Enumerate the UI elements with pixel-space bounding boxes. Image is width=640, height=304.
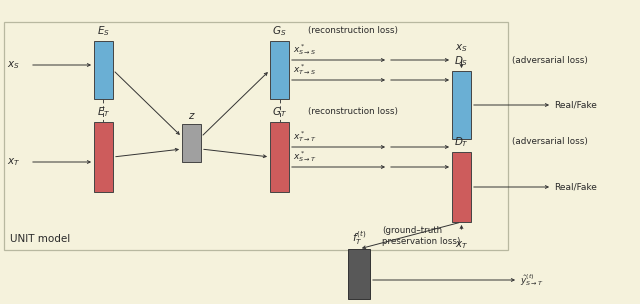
- Text: $x^*_{T\rightarrow T}$: $x^*_{T\rightarrow T}$: [293, 129, 316, 144]
- Text: $G_S$: $G_S$: [272, 24, 287, 38]
- Text: (reconstruction loss): (reconstruction loss): [308, 26, 398, 35]
- FancyBboxPatch shape: [94, 41, 113, 99]
- Text: $x_T$: $x_T$: [7, 156, 20, 168]
- FancyBboxPatch shape: [94, 122, 113, 192]
- FancyBboxPatch shape: [182, 124, 201, 162]
- FancyBboxPatch shape: [270, 41, 289, 99]
- Text: UNIT model: UNIT model: [10, 234, 70, 244]
- Text: $G_T$: $G_T$: [272, 105, 287, 119]
- Text: Real/Fake: Real/Fake: [554, 101, 597, 109]
- Text: $x_S$: $x_S$: [455, 42, 468, 54]
- Text: $x^*_{S\rightarrow S}$: $x^*_{S\rightarrow S}$: [293, 42, 316, 57]
- FancyBboxPatch shape: [348, 249, 370, 299]
- Text: $z$: $z$: [188, 111, 195, 121]
- Text: $x^*_{S\rightarrow T}$: $x^*_{S\rightarrow T}$: [293, 149, 317, 164]
- Text: $x^*_{T\rightarrow S}$: $x^*_{T\rightarrow S}$: [293, 62, 316, 77]
- Text: $D_S$: $D_S$: [454, 54, 468, 68]
- Text: $x_T$: $x_T$: [455, 239, 468, 251]
- Text: (adversarial loss): (adversarial loss): [512, 56, 588, 65]
- Text: Real/Fake: Real/Fake: [554, 182, 597, 192]
- Text: $f_T^{(t)}$: $f_T^{(t)}$: [352, 229, 366, 247]
- Text: $E_S$: $E_S$: [97, 24, 110, 38]
- FancyBboxPatch shape: [452, 152, 471, 222]
- FancyBboxPatch shape: [270, 122, 289, 192]
- Text: (ground–truth
preservation loss): (ground–truth preservation loss): [382, 226, 461, 246]
- Text: $D_T$: $D_T$: [454, 135, 469, 149]
- Text: (adversarial loss): (adversarial loss): [512, 137, 588, 146]
- FancyBboxPatch shape: [452, 71, 471, 139]
- Text: $E_T$: $E_T$: [97, 105, 110, 119]
- Text: (reconstruction loss): (reconstruction loss): [308, 107, 398, 116]
- Text: $\hat{y}^{(t)}_{S\rightarrow T}$: $\hat{y}^{(t)}_{S\rightarrow T}$: [520, 272, 543, 288]
- Text: $x_S$: $x_S$: [7, 59, 20, 71]
- FancyBboxPatch shape: [4, 22, 508, 250]
